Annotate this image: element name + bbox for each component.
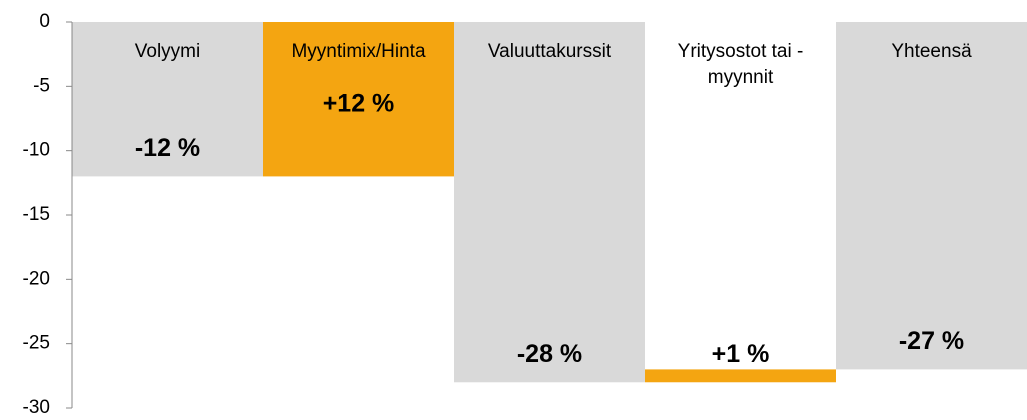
category-label: Myyntimix/Hinta [291,41,426,62]
category-label: Yhteensä [891,41,972,62]
bar [72,22,263,177]
bar [645,369,836,383]
y-tick-label: -30 [23,397,50,418]
value-label: -27 % [899,327,964,355]
y-tick-label: -15 [23,204,50,225]
y-tick-label: -5 [33,75,50,96]
bar [836,22,1027,370]
bar [263,22,454,177]
value-label: -12 % [135,134,200,162]
y-tick-label: -25 [23,333,50,354]
bar [454,22,645,383]
y-tick-label: 0 [39,11,50,32]
y-tick-label: -10 [23,140,50,161]
category-label: Yritysostot tai - myynnit [677,41,804,88]
y-tick-label: -20 [23,268,50,289]
value-label: +12 % [323,90,395,118]
category-label: Volyymi [134,41,201,62]
value-label: +1 % [712,340,770,368]
value-label: -28 % [517,340,582,368]
category-label: Valuuttakurssit [487,41,612,62]
